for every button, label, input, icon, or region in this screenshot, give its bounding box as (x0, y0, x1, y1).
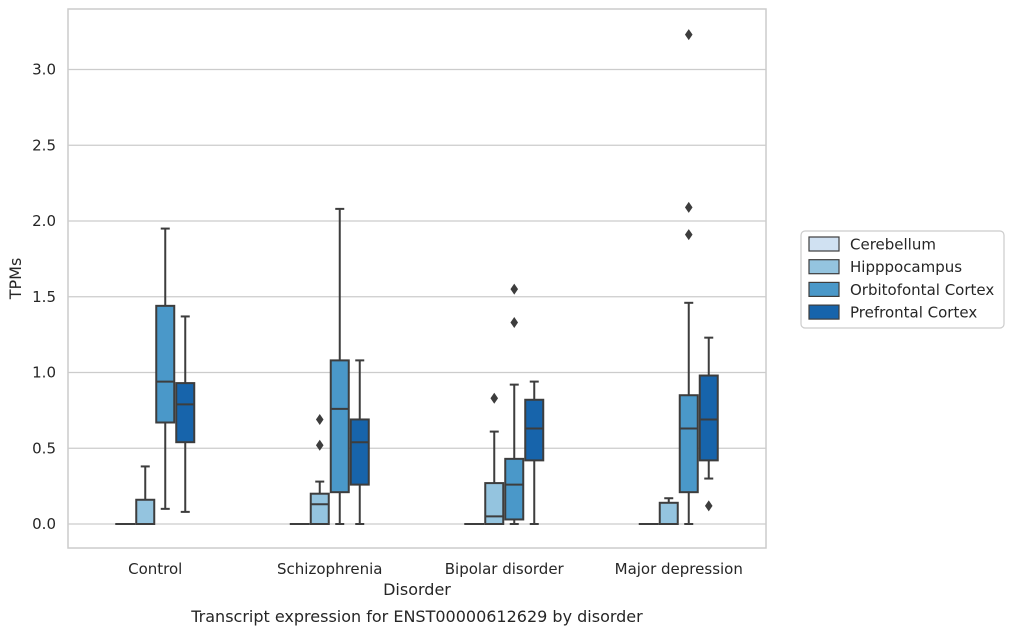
legend-swatch (808, 304, 840, 320)
box-iqr (504, 457, 525, 521)
box-iqr (329, 359, 350, 494)
outlier-point (510, 317, 519, 329)
x-ticks: Control Schizophrenia Bipolar disorder Majo… (128, 560, 743, 578)
x-tick-label: Control (128, 560, 182, 578)
boxes (115, 29, 719, 526)
legend-label: Hipppocampus (850, 258, 962, 276)
legend-label: Orbitofontal Cortex (850, 281, 994, 299)
box-hipppocampus (658, 497, 679, 526)
x-axis-label: Disorder (383, 580, 451, 599)
box-prefrontal-cortex (175, 315, 196, 513)
box-hipppocampus (309, 413, 330, 526)
outlier-point (490, 392, 499, 404)
box-iqr (155, 304, 176, 424)
legend-swatch (808, 281, 840, 297)
gridlines (68, 68, 766, 525)
outlier-point (684, 29, 693, 41)
box-iqr (524, 398, 545, 462)
legend-label: Cerebellum (850, 236, 936, 254)
y-tick-label: 3.0 (32, 61, 56, 79)
y-tick-label: 1.0 (32, 364, 56, 382)
box-orbitofontal-cortex (329, 207, 350, 525)
box-iqr (349, 418, 370, 486)
box-hipppocampus (135, 465, 156, 526)
y-tick-label: 1.5 (32, 288, 56, 306)
legend: Cerebellum Hipppocampus Orbitofontal Corte… (800, 230, 1005, 329)
box-orbitofontal-cortex (155, 227, 176, 510)
box-prefrontal-cortex (524, 380, 545, 525)
outlier-point (315, 413, 324, 425)
y-tick-label: 0.0 (32, 515, 56, 533)
y-ticks: 0.0 0.5 1.0 1.5 2.0 2.5 3.0 (32, 61, 56, 534)
box-iqr (135, 498, 156, 526)
legend-swatch (808, 259, 840, 275)
box-hipppocampus (484, 392, 505, 525)
box-prefrontal-cortex (349, 359, 370, 525)
box-iqr (658, 501, 679, 526)
y-tick-label: 2.5 (32, 136, 56, 154)
outlier-point (704, 500, 713, 512)
legend-label: Prefrontal Cortex (850, 304, 977, 322)
x-tick-label: Bipolar disorder (445, 560, 565, 578)
plot-frame (67, 8, 767, 549)
legend-frame (800, 230, 1005, 329)
box-orbitofontal-cortex (678, 29, 699, 525)
x-tick-label: Major depression (615, 560, 743, 578)
y-axis-label: TPMs (6, 258, 25, 301)
box-iqr (678, 394, 699, 494)
x-tick-label: Schizophrenia (277, 560, 382, 578)
outlier-point (315, 439, 324, 451)
box-orbitofontal-cortex (504, 283, 525, 525)
box-iqr (309, 492, 330, 526)
box-iqr (698, 374, 719, 462)
y-tick-label: 0.5 (32, 439, 56, 457)
box-iqr (175, 382, 196, 444)
outlier-point (684, 201, 693, 213)
outlier-point (510, 283, 519, 295)
legend-swatch (808, 236, 840, 252)
y-tick-label: 2.0 (32, 212, 56, 230)
box-prefrontal-cortex (698, 336, 719, 512)
box-iqr (484, 482, 505, 525)
outlier-point (684, 229, 693, 241)
chart-title: Transcript expression for ENST0000061262… (190, 607, 643, 626)
